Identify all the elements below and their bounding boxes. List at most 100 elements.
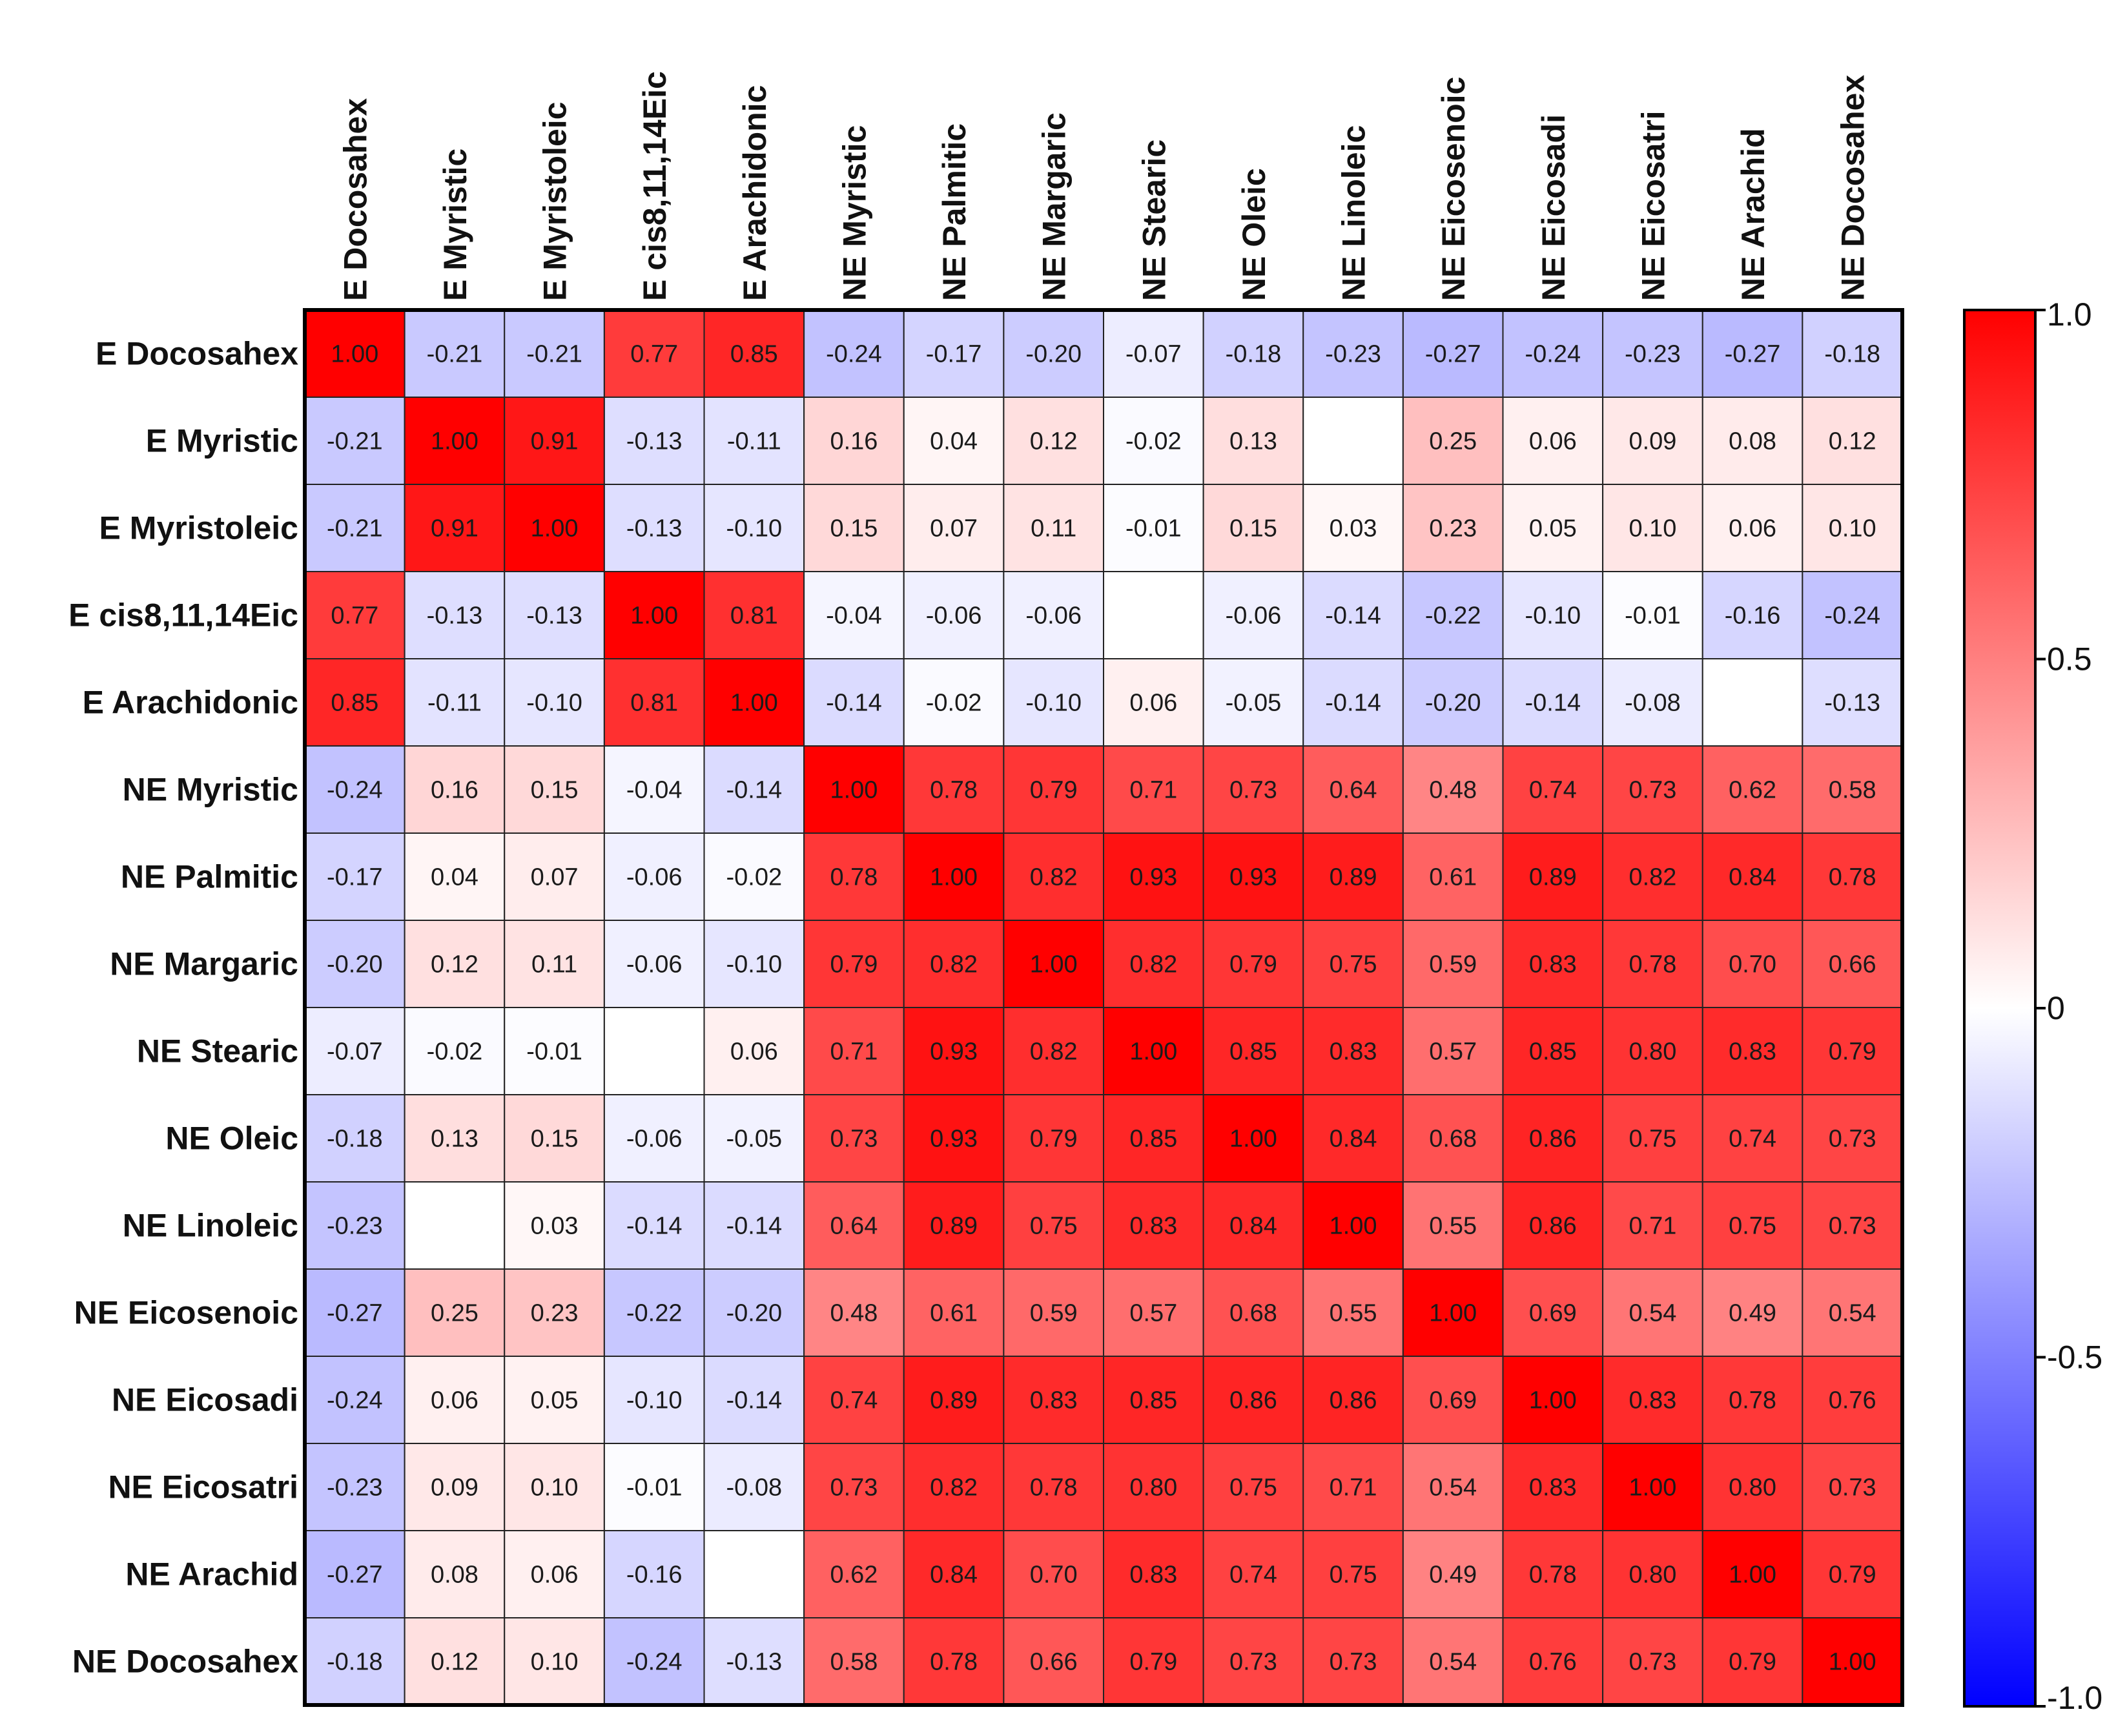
cell-value-label: -0.20 [1025,341,1082,368]
heatmap-cell [1302,1181,1404,1270]
column-label: NE Palmitic [936,123,972,301]
cell-value-label: 1.00 [1829,1649,1876,1676]
cell-value-label: 0.85 [1229,1038,1277,1066]
cell-value-label: 0.73 [1330,1649,1377,1676]
cell-value-label: -0.13 [526,603,582,630]
heatmap-cell [1701,571,1803,659]
cell-value-label: 0.13 [431,1126,478,1153]
column-label: NE Eicosadi [1536,114,1572,301]
heatmap-cell [903,1007,1005,1095]
cell-value-label: -0.27 [1425,341,1481,368]
cell-value-label: -0.10 [726,951,783,978]
heatmap-cell [504,1530,605,1618]
cell-value-label: -0.14 [826,690,882,717]
heatmap-cell [1103,1094,1204,1183]
heatmap-cell [903,1094,1005,1183]
colorbar: 1.0 0.5 0 -0.5 -1.0 [1963,296,2102,1716]
heatmap-cell [1003,745,1104,834]
cell-value-label: 1.00 [1529,1387,1577,1414]
heatmap-cell [1802,1268,1903,1357]
cell-value-label: 0.07 [930,515,978,542]
cell-value-label: -0.17 [327,864,383,891]
heatmap-cell [1402,832,1504,921]
cell-value-label: -0.08 [726,1474,783,1502]
cell-value-label: 0.93 [930,1038,978,1066]
heatmap-cell [803,484,905,572]
heatmap-cell [803,397,905,485]
cell-value-label: 0.15 [1229,515,1277,542]
heatmap-cell [1202,1094,1304,1183]
heatmap-cell [803,1007,905,1095]
cell-value-label: 0.79 [1229,951,1277,978]
column-label: E cis8,11,14Eic [637,71,673,301]
heatmap-cell [304,1007,406,1095]
cell-value-label: 0.55 [1330,1300,1377,1327]
row-labels: E Docosahex E Myristic E Myristoleic E cis8… [68,336,298,1680]
cell-value-label: 0.13 [1229,428,1277,455]
cell-value-label: 0.49 [1729,1300,1776,1327]
row-label: NE Eicosatri [108,1469,298,1505]
column-label: E Docosahex [337,98,373,301]
heatmap-cell [1502,658,1604,747]
heatmap-cell [1402,397,1504,485]
heatmap-cell [703,1530,805,1618]
cell-value-label: 0.79 [1129,1649,1177,1676]
column-label: NE Margaric [1036,112,1073,301]
cell-value-label: -0.20 [726,1300,783,1327]
cell-value-label: 0.71 [1129,777,1177,804]
cell-value-label: 0.85 [331,690,378,717]
cell-value-label: -0.27 [327,1562,383,1589]
heatmap-cell [504,920,605,1008]
cell-value-label: 0.54 [1829,1300,1876,1327]
heatmap-cell [304,1617,406,1706]
heatmap-cell [504,1094,605,1183]
heatmap-cell [1003,1268,1104,1357]
heatmap-cell [903,1356,1005,1444]
heatmap-cell [1003,658,1104,747]
cell-value-label: -0.27 [1725,341,1781,368]
cell-value-label: 0.76 [1529,1649,1577,1676]
cell-value-label: 0.73 [1229,1649,1277,1676]
colorbar-gradient [1963,309,2037,1708]
row-label: NE Oleic [165,1121,298,1157]
heatmap-cell [504,1617,605,1706]
cell-value-label: -0.14 [726,1213,783,1240]
heatmap-cell [1701,484,1803,572]
cell-value-label: -0.10 [626,1387,683,1414]
cell-value-label: 0.05 [1529,515,1577,542]
cell-value-label: 1.00 [830,777,878,804]
cell-value-label: -0.23 [1325,341,1381,368]
cell-value-label: 0.68 [1429,1126,1477,1153]
cell-value-label: 0.70 [1729,951,1776,978]
column-label: NE Myristic [836,125,872,301]
cell-value-label: 0.07 [531,864,579,891]
cell-value-label: 1.00 [531,515,579,542]
cell-value-label: -0.14 [1325,603,1381,630]
row-label: NE Margaric [110,946,298,982]
heatmap-cell [1202,1443,1304,1531]
cell-value-label: 0.86 [1529,1126,1577,1153]
cell-value-label: 0.84 [930,1562,978,1589]
cell-value-label: 1.00 [1129,1038,1177,1066]
cell-value-label: 0.79 [1829,1038,1876,1066]
row-label: NE Arachid [125,1556,298,1593]
cell-value-label: 0.12 [1030,428,1078,455]
heatmap-cell [1402,1530,1504,1618]
heatmap-cell [1602,1530,1703,1618]
cell-value-label: 0.12 [431,1649,478,1676]
column-label: E Arachidonic [737,85,773,301]
cell-value-label: 0.75 [1330,1562,1377,1589]
cell-value-label: 0.08 [1729,428,1776,455]
cell-value-label: -0.14 [726,777,783,804]
heatmap-cell [304,309,406,398]
heatmap-cell [1402,745,1504,834]
heatmap-cell [1202,309,1304,398]
row-label: E Docosahex [96,336,298,372]
row-label: E Arachidonic [83,685,298,721]
cell-value-label: -0.21 [327,515,383,542]
heatmap-cell [404,1094,506,1183]
cell-value-label: 0.61 [1429,864,1477,891]
heatmap-cell [603,1443,705,1531]
heatmap-cell [1103,1530,1204,1618]
cell-value-label: 0.70 [1030,1562,1078,1589]
